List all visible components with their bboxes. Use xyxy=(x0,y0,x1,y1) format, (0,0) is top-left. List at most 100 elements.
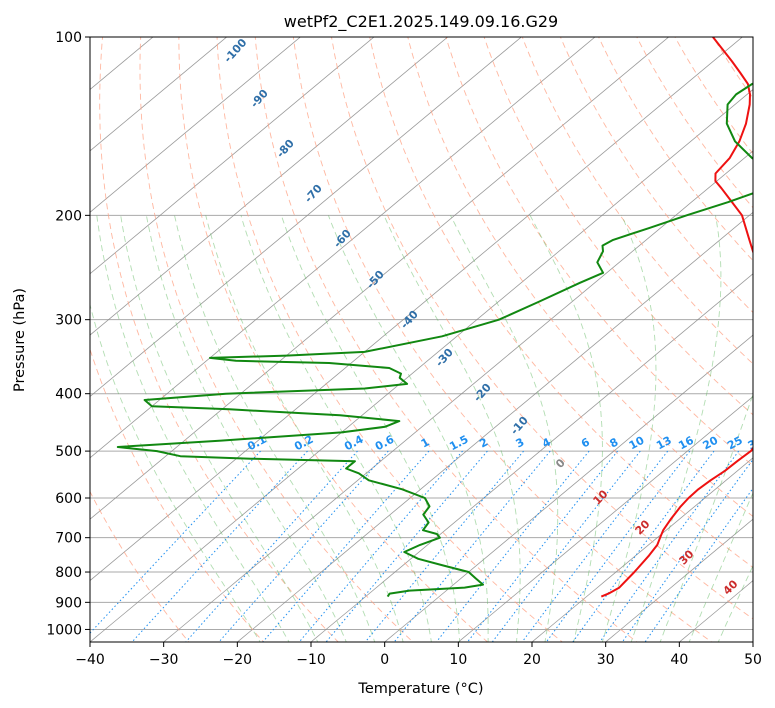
moist-adiabat-label: 10 xyxy=(591,487,611,507)
moist-adiabat-label: 20 xyxy=(633,517,653,537)
moist-adiabat-line xyxy=(688,491,753,642)
mixing-ratio-line xyxy=(521,450,669,642)
y-tick-label: 500 xyxy=(55,444,82,460)
dry-adiabat-line xyxy=(559,37,753,314)
mixing-ratio-line xyxy=(185,450,358,642)
isotherm-line xyxy=(90,37,596,459)
moist-adiabat-line xyxy=(145,215,347,642)
isotherm-line xyxy=(90,37,743,582)
x-tick-label: 10 xyxy=(449,652,467,668)
moist-adiabat-label: 30 xyxy=(677,547,697,567)
dry-adiabat-line xyxy=(674,37,753,155)
dry-adiabat-line xyxy=(99,37,339,642)
moist-adiabat-line xyxy=(205,215,404,642)
y-tick-label: 300 xyxy=(55,313,82,329)
isotherm-line xyxy=(90,37,228,152)
dry-adiabat-label: -90 xyxy=(248,87,271,111)
dry-adiabat-line xyxy=(331,37,753,620)
isotherm-line xyxy=(531,457,753,642)
moist-adiabat-line xyxy=(174,215,376,642)
plot-area: 0.1 0.2 0.4 0.6 1 1.5 2 3 4 6 8 10 13 16 20 25 30 36-100-… xyxy=(90,36,775,642)
mixing-ratio-line xyxy=(298,450,463,642)
dry-adiabat-line xyxy=(90,347,265,642)
dry-adiabat-line xyxy=(483,37,753,416)
mixing-ratio-label: 1 xyxy=(419,435,432,450)
y-tick-label: 200 xyxy=(55,208,82,224)
isotherm-line xyxy=(90,37,522,398)
isotherm-line xyxy=(310,273,753,642)
dry-adiabat-label: -40 xyxy=(398,308,421,332)
moist-adiabat-line xyxy=(280,215,461,642)
y-axis-title: Pressure (hPa) xyxy=(12,288,28,392)
mixing-ratio-label: 6 xyxy=(579,435,592,450)
chart-title: wetPf2_C2E1.2025.149.09.16.G29 xyxy=(284,12,558,32)
plot-frame xyxy=(89,36,754,643)
dry-adiabat-line xyxy=(254,37,638,642)
dry-adiabat-label: -30 xyxy=(433,346,456,370)
mixing-ratio-line xyxy=(325,450,488,642)
mixing-ratio-label: 2 xyxy=(477,435,490,450)
mixing-ratio-label: 0.1 xyxy=(245,433,268,454)
isotherm-line xyxy=(90,37,375,275)
dry-adiabat-label: -80 xyxy=(274,137,297,161)
x-tick-label: 50 xyxy=(744,652,762,668)
y-tick-label: 800 xyxy=(55,565,82,581)
mixing-ratio-label: 3 xyxy=(514,435,527,450)
x-tick-label: −40 xyxy=(75,652,105,668)
mixing-ratio-line xyxy=(621,458,753,642)
isotherm-line xyxy=(90,37,301,213)
moist-adiabat-label: 40 xyxy=(721,577,741,597)
moist-adiabat-line xyxy=(240,215,432,642)
x-axis-title: Temperature (°C) xyxy=(357,681,483,697)
dry-adiabat-line xyxy=(90,490,190,642)
mixing-ratio-line xyxy=(131,450,308,642)
dry-adiabat-line xyxy=(445,37,753,467)
mixing-ratio-line xyxy=(491,450,641,642)
dry-adiabat-label: -10 xyxy=(508,414,531,438)
moist-adiabat-line xyxy=(327,215,489,642)
dry-adiabat-line xyxy=(178,37,489,642)
dry-adiabat-line xyxy=(216,37,563,642)
moist-adiabat-line xyxy=(383,215,521,642)
x-tick-label: 40 xyxy=(670,652,688,668)
mixing-ratio-label: 30 xyxy=(746,434,766,453)
dry-adiabat-line xyxy=(292,37,713,642)
moist-adiabat-line xyxy=(450,215,559,642)
mixing-ratio-label: 20 xyxy=(701,434,721,453)
moist-adiabat-label: 0 xyxy=(553,456,568,471)
mixing-ratio-label: 25 xyxy=(725,434,745,453)
dry-adiabat-line xyxy=(712,37,753,99)
moist-adiabat-line xyxy=(120,215,319,642)
moist-adiabat-line xyxy=(529,215,603,642)
moist-adiabat-line xyxy=(717,564,753,642)
mixing-ratio-label: 8 xyxy=(608,435,621,450)
isotherm-line xyxy=(163,150,753,642)
x-tick-label: −20 xyxy=(223,652,253,668)
x-tick-label: 20 xyxy=(523,652,541,668)
mixing-ratio-line xyxy=(599,450,740,642)
dry-adiabat-label: -100 xyxy=(221,36,249,65)
moist-adiabat-line xyxy=(601,215,657,642)
dry-adiabat-line xyxy=(636,37,753,209)
dry-adiabat-label: -60 xyxy=(331,227,354,251)
y-axis: 100 200 300 400 500 600 700 800 900 1000 xyxy=(46,30,90,638)
x-axis: −40 −30 −20 −10 0 10 20 30 40 50 xyxy=(75,642,762,668)
y-tick-label: 600 xyxy=(55,491,82,507)
mixing-ratio-line xyxy=(262,450,430,642)
isotherm-line xyxy=(752,641,753,642)
isotherm-line xyxy=(605,518,753,642)
isotherm-line xyxy=(90,37,449,336)
y-tick-label: 1000 xyxy=(46,622,82,638)
mixing-ratio-label: 36 xyxy=(767,434,775,453)
moist-adiabat-line xyxy=(96,215,290,642)
mixing-ratio-line xyxy=(644,487,753,642)
mixing-ratio-label: 10 xyxy=(627,434,647,453)
mixing-ratio-label: 0.4 xyxy=(342,433,366,454)
mixing-ratio-label: 16 xyxy=(676,434,696,453)
mixing-ratio-label: 13 xyxy=(654,434,674,453)
mixing-ratio-line xyxy=(364,450,524,642)
isotherm-line xyxy=(236,211,753,642)
dry-adiabat-line xyxy=(139,37,414,642)
isotherm-line xyxy=(384,334,753,642)
y-tick-label: 700 xyxy=(55,531,82,547)
